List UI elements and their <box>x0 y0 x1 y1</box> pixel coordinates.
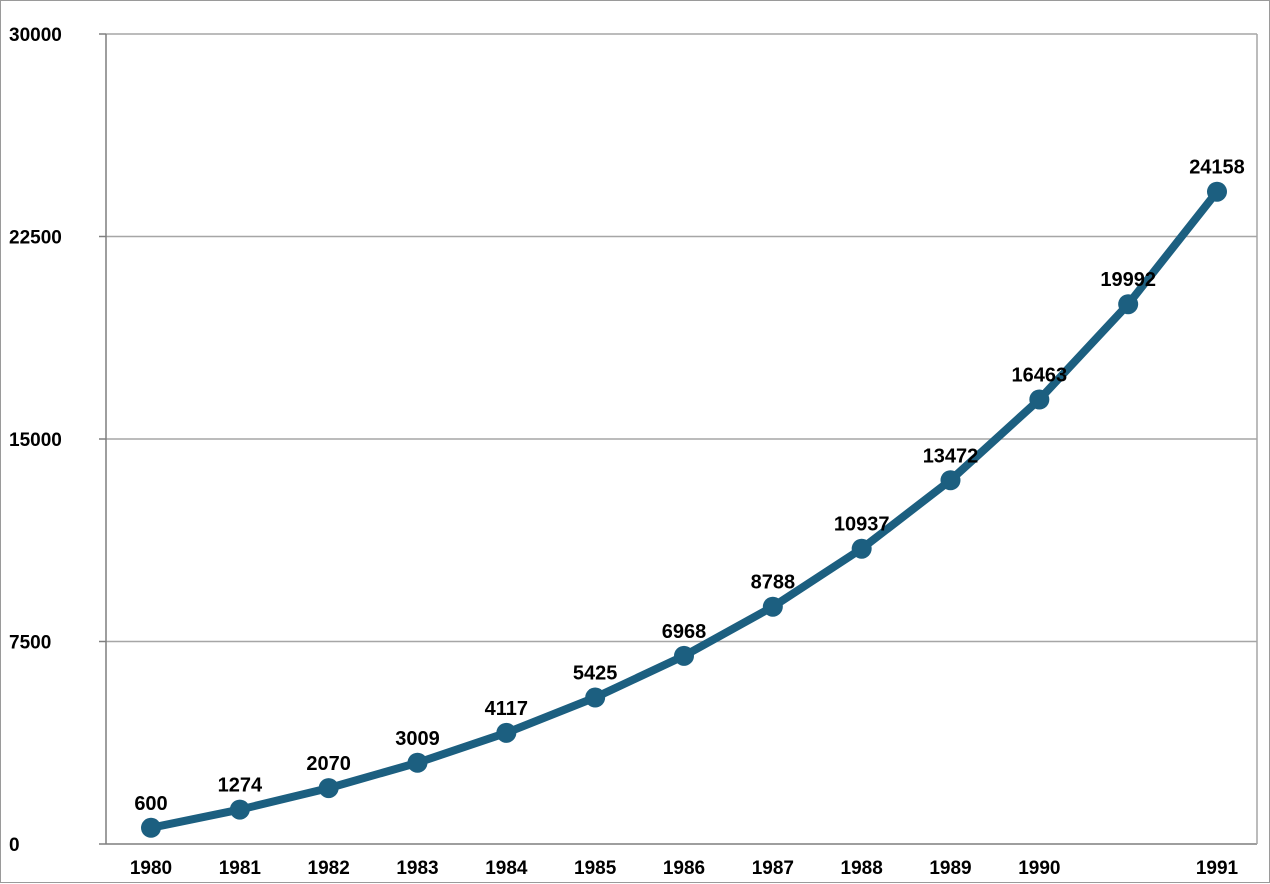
data-point <box>674 645 694 666</box>
x-tick-label: 1989 <box>929 858 971 879</box>
data-point <box>496 722 517 743</box>
data-label: 24158 <box>1189 157 1245 179</box>
x-tick-label: 1980 <box>130 858 172 879</box>
data-label: 5425 <box>573 663 618 685</box>
x-tick-label: 1984 <box>485 858 528 879</box>
x-tick-label: 1987 <box>752 858 794 879</box>
data-label: 4117 <box>485 698 528 720</box>
axes <box>99 33 1258 845</box>
series-line-group <box>141 181 1227 838</box>
data-point <box>940 470 961 491</box>
x-tick-label: 1982 <box>308 858 350 879</box>
data-point <box>1118 294 1139 315</box>
y-tick-label: 7500 <box>9 633 51 654</box>
data-label: 8788 <box>751 572 796 594</box>
x-tick-label: 1981 <box>219 858 262 879</box>
data-label: 10937 <box>834 514 890 536</box>
x-tick-label: 1990 <box>1018 858 1060 879</box>
data-label: 1274 <box>218 775 263 797</box>
data-point <box>318 778 339 799</box>
data-point <box>851 538 872 559</box>
data-label: 600 <box>134 793 167 815</box>
series-line <box>147 187 1221 832</box>
data-point <box>1207 181 1227 202</box>
data-point <box>585 687 606 708</box>
y-tick-label: 22500 <box>9 228 62 249</box>
y-tick-label: 30000 <box>9 25 62 46</box>
data-point <box>229 799 250 820</box>
x-tick-label: 1986 <box>663 858 705 879</box>
data-point <box>762 596 783 617</box>
data-point <box>407 752 428 773</box>
data-label: 13472 <box>923 445 979 467</box>
gridlines <box>106 33 1257 643</box>
data-point <box>1029 389 1050 410</box>
x-tick-label: 1988 <box>841 858 883 879</box>
labels: 0 7500 15000 22500 30000 1980 1981 1982 1983 1984… <box>9 25 1245 879</box>
x-tick-label: 1985 <box>574 858 617 879</box>
y-tick-label: 15000 <box>9 430 62 451</box>
data-label: 6968 <box>662 621 707 643</box>
data-label: 19992 <box>1100 269 1156 291</box>
data-label: 16463 <box>1012 364 1068 386</box>
x-tick-label: 1983 <box>396 858 438 879</box>
y-tick-label: 0 <box>9 835 20 856</box>
x-tick-label: 1991 <box>1196 858 1239 879</box>
data-label: 3009 <box>395 728 440 750</box>
data-point <box>141 817 161 838</box>
data-label: 2070 <box>306 753 351 775</box>
